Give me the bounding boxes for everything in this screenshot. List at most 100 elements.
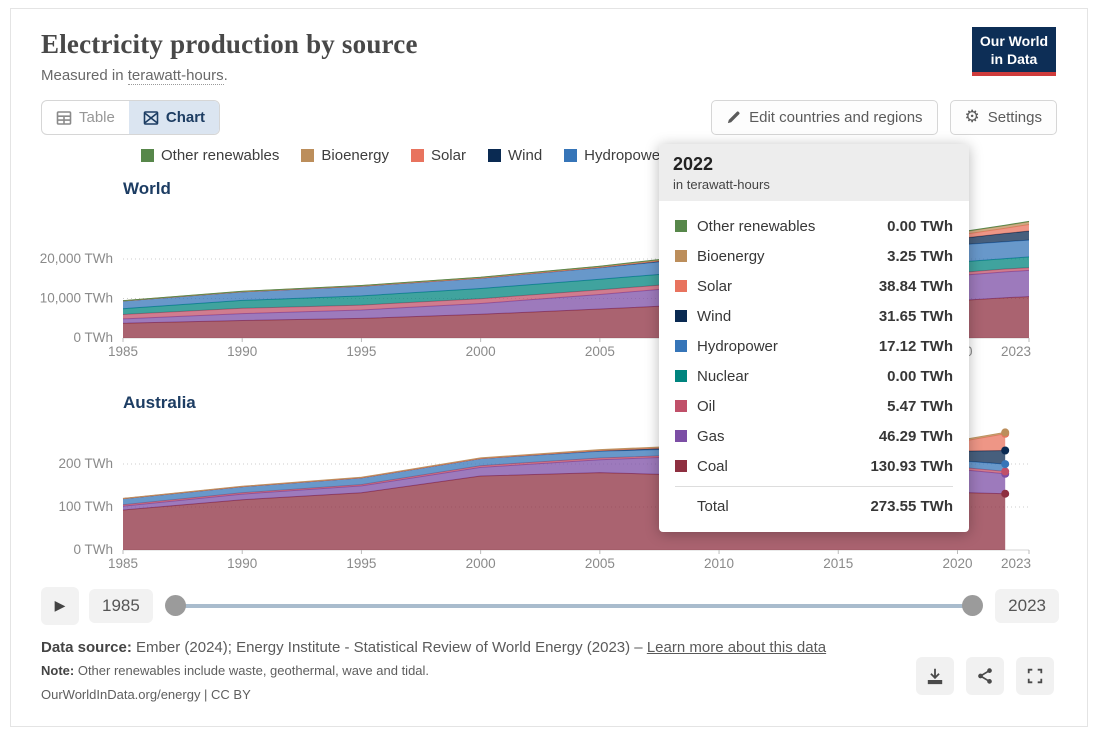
tooltip-unit: in terawatt-hours [673,177,770,192]
y-axis-label: 100 TWh [58,499,113,514]
timeline-slider[interactable] [163,587,985,625]
tooltip-row: Other renewables 0.00 TWh [675,211,953,241]
series-end-dot [1001,446,1010,455]
legend-item[interactable]: Other renewables [141,147,279,164]
subtitle-term-link[interactable]: terawatt-hours [127,67,224,85]
tooltip-row-label: Bioenergy [697,247,765,265]
legend-label: Other renewables [161,147,280,164]
legend-swatch [410,149,424,162]
x-axis-label: 2020 [942,556,972,571]
tooltip-row-label: Gas [697,427,725,445]
x-axis-label: 1990 [227,556,257,571]
tooltip-row: Hydropower 17.12 TWh [675,331,953,361]
share-icon [978,668,992,684]
note-line: Note: Other renewables include waste, ge… [41,663,430,678]
toolbar: Edit countries and regions ⚙ Settings [711,100,1057,135]
legend-swatch [564,149,578,162]
tooltip-swatch [675,370,687,382]
tooltip-swatch [675,430,687,442]
x-axis-label: 1985 [108,556,138,571]
x-axis-label: 2015 [823,556,853,571]
legend-item[interactable]: Wind [487,147,542,164]
legend-swatch [301,149,315,162]
series-end-dot [1001,428,1010,437]
facet-title-world: World [123,179,171,198]
tooltip-row-label: Coal [697,457,728,475]
download-icon [927,668,943,685]
edit-countries-button[interactable]: Edit countries and regions [711,100,938,135]
chart-card: Electricity production by source Measure… [10,8,1088,727]
legend-item[interactable]: Hydropower [564,147,665,164]
hover-tooltip: 2022 in terawatt-hours Other renewables 0… [659,144,969,532]
tooltip-row-value: 38.84 TWh [878,277,953,295]
tooltip-swatch [675,220,687,232]
x-axis-label: 1985 [108,344,138,359]
tooltip-row-label: Oil [697,397,716,415]
owid-logo[interactable]: Our World in Data [972,27,1056,76]
legend-swatch [487,149,501,162]
slider-handle-start[interactable] [164,595,186,616]
tooltip-year: 2022 [673,154,714,174]
slider-track[interactable] [172,604,976,608]
legend-item[interactable]: Bioenergy [301,147,389,164]
tooltip-swatch [675,340,687,352]
area-oil[interactable] [123,267,1029,319]
legend-item[interactable]: Solar [410,147,466,164]
x-axis-label: 2010 [704,556,734,571]
tooltip-row-value: 130.93 TWh [870,457,953,475]
settings-button[interactable]: ⚙ Settings [949,100,1057,135]
y-axis-label: 200 TWh [58,456,113,471]
tooltip-row-label: Other renewables [697,217,816,235]
x-axis-label: 1990 [227,344,257,359]
share-button[interactable] [966,657,1004,695]
tooltip-row-value: 0.00 TWh [887,217,953,235]
timeline-start-year: 1985 [89,589,153,623]
learn-more-link[interactable]: Learn more about this data [646,639,827,656]
legend-label: Bioenergy [321,147,389,164]
play-button[interactable]: ▶ [41,587,79,625]
area-hydropower[interactable] [123,447,1006,505]
series-end-dot [1001,467,1010,476]
footer: Data source: Ember (2024); Energy Instit… [41,639,901,702]
tab-table[interactable]: Table [42,101,129,134]
tooltip-header: 2022 in terawatt-hours [659,144,969,201]
page-title: Electricity production by source [41,29,418,59]
timeline: ▶ 1985 2023 [41,586,1059,626]
tooltip-swatch [675,400,687,412]
tooltip-body: Other renewables 0.00 TWh Bioenergy 3.25 TW… [659,201,969,532]
tooltip-row: Solar 38.84 TWh [675,271,953,301]
view-tabs: Table Chart [41,100,221,135]
tooltip-row-value: 17.12 TWh [878,337,953,355]
tooltip-total-row: Total 273.55 TWh [675,486,953,520]
y-axis-label: 20,000 TWh [40,251,113,266]
slider-handle-end[interactable] [962,595,984,616]
tooltip-row-value: 3.25 TWh [887,247,953,265]
chart-subtitle: Measured in terawatt-hours. [41,67,228,85]
data-source-line: Data source: Ember (2024); Energy Instit… [41,639,827,656]
tooltip-row-label: Hydropower [697,337,778,355]
timeline-end-year: 2023 [995,589,1059,623]
tooltip-swatch [675,460,687,472]
table-icon [56,110,72,125]
tooltip-total-value: 273.55 TWh [870,497,953,515]
chart-icon [143,110,159,125]
legend-label: Solar [430,147,466,164]
tooltip-row: Bioenergy 3.25 TWh [675,241,953,271]
tooltip-swatch [675,310,687,322]
x-axis-label: 2023 [1001,556,1031,571]
tooltip-row: Oil 5.47 TWh [675,391,953,421]
tooltip-row-label: Wind [697,307,732,325]
y-axis-label: 0 TWh [73,330,113,345]
tooltip-row: Wind 31.65 TWh [675,301,953,331]
legend-swatch [141,149,154,162]
series-end-dot [1001,489,1010,498]
tooltip-row-value: 0.00 TWh [887,367,953,385]
tooltip-row: Nuclear 0.00 TWh [675,361,953,391]
tooltip-row-value: 31.65 TWh [878,307,953,325]
download-button[interactable] [916,657,954,695]
fullscreen-button[interactable] [1016,657,1054,695]
tooltip-swatch [675,250,687,262]
tooltip-total-label: Total [697,497,729,515]
facet-title-australia: Australia [123,393,196,412]
tab-chart[interactable]: Chart [128,101,220,134]
